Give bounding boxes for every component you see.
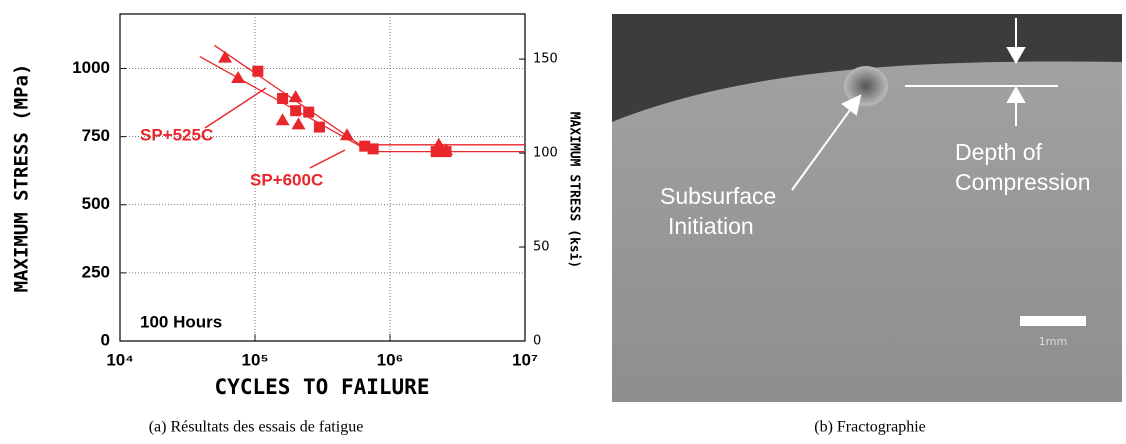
y-tick-label: 750 [82, 126, 110, 145]
y2-axis-label: MAXIMUM STRESS (ksi) [567, 112, 582, 269]
x-tick-label: 10⁶ [377, 350, 404, 369]
x-tick-label: 10⁷ [512, 350, 538, 369]
x-tick-label: 10⁵ [242, 350, 269, 369]
point [430, 146, 442, 158]
annotation: 100 Hours [140, 312, 222, 331]
initiation-site [844, 66, 888, 106]
caption: (b) Fractographie [814, 419, 926, 436]
point [252, 65, 264, 77]
x-axis-label: CYCLES TO FAILURE [215, 375, 430, 399]
point [277, 92, 289, 104]
x-tick-label: 10⁴ [106, 350, 133, 369]
y2-tick-label: 150 [533, 52, 558, 67]
point [291, 117, 306, 130]
depth-label: Depth of [955, 139, 1043, 165]
annotation-arrow [309, 149, 346, 169]
series-label: SP+525C [140, 125, 213, 144]
y-tick-label: 500 [82, 194, 110, 213]
y2-tick-label: 0 [533, 334, 541, 349]
point [231, 71, 246, 84]
trend-line [213, 44, 525, 146]
y-tick-label: 0 [101, 330, 110, 349]
y2-tick-label: 100 [533, 146, 558, 161]
annotation-arrow [204, 87, 267, 129]
trend-line [199, 55, 525, 153]
y2-tick-label: 50 [533, 240, 550, 255]
point [275, 113, 290, 126]
plot-frame [119, 13, 526, 342]
photo-arrows [791, 18, 1058, 191]
point [359, 140, 371, 152]
y-axis-label: MAXIMUM STRESS (MPa) [11, 64, 33, 293]
initiation-label: Initiation [668, 213, 754, 239]
depth-label: Compression [955, 169, 1091, 195]
scale-bar-label: 1mm [1039, 335, 1067, 348]
point [288, 90, 303, 103]
series-label: SP+600C [250, 170, 323, 189]
point [218, 50, 233, 63]
y-tick-label: 250 [82, 262, 110, 281]
caption: (a) Résultats des essais de fatigue [149, 419, 364, 436]
point [339, 128, 354, 141]
point [290, 105, 302, 117]
point [367, 143, 379, 155]
point [440, 146, 452, 158]
initiation-label: Subsurface [660, 183, 776, 209]
point [313, 121, 325, 133]
y-tick-label: 1000 [72, 58, 110, 77]
scale-bar [1020, 316, 1086, 326]
point [303, 106, 315, 118]
